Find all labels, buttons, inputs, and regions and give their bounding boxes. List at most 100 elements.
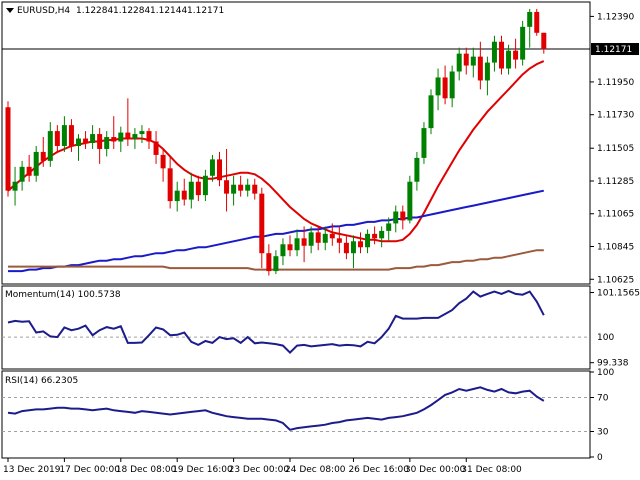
candle	[139, 125, 145, 143]
rsi-axis: 100 70 30 0	[590, 368, 614, 463]
candle-body	[174, 190, 180, 202]
price-high-value: 1.12284	[113, 6, 150, 16]
candle-body	[231, 184, 237, 194]
candle-body	[76, 138, 81, 146]
candle	[358, 232, 363, 254]
candle-body	[217, 159, 222, 181]
candle-body	[83, 138, 89, 143]
candle-body	[146, 131, 152, 142]
candle	[61, 116, 67, 152]
candle-body	[266, 253, 272, 272]
candle	[421, 122, 427, 164]
price-axis: 1.10625 1.10845 1.11065 1.11285 1.11505 1.117…	[590, 12, 639, 285]
momentum-axis: 101.1565 99.338 100	[590, 289, 640, 369]
candle-body	[435, 77, 441, 96]
momentum-panel-frame	[1, 285, 591, 370]
candle	[393, 205, 399, 233]
time-tick-label: 23 Dec 00:00	[229, 465, 290, 475]
candle-body	[513, 50, 519, 60]
candle	[259, 187, 265, 269]
candle-body	[400, 211, 406, 221]
candle	[118, 126, 124, 152]
candle	[153, 131, 159, 164]
moving-average-line-2	[8, 189, 544, 273]
momentum-tick-label: 101.1565	[597, 289, 640, 299]
candle-body	[181, 190, 187, 200]
candle-body	[470, 56, 476, 66]
candle-body	[153, 141, 159, 155]
candle	[252, 178, 258, 200]
candle	[491, 35, 497, 72]
momentum-title: Momentum(14) 100.5738	[5, 290, 121, 300]
candle-body	[195, 181, 201, 196]
candle	[506, 44, 512, 75]
collapse-triangle-icon[interactable]	[6, 8, 14, 13]
price-tick-label: 1.10625	[597, 275, 634, 285]
time-tick-label: 18 Dec 08:00	[116, 465, 177, 475]
candle	[470, 47, 476, 78]
candle-body	[428, 95, 434, 129]
candle-body	[336, 238, 342, 243]
candle	[26, 154, 32, 182]
candle-body	[527, 11, 533, 27]
candle-body	[245, 184, 251, 191]
price-panel[interactable]: EURUSD,H4 1.12284 1.12284 1.12144 1.1217…	[1, 1, 591, 285]
candle-body	[442, 77, 448, 99]
candle	[414, 151, 420, 191]
candle	[513, 38, 519, 69]
candle-body	[19, 166, 25, 182]
candle	[47, 122, 53, 167]
rsi-tick-label: 30	[597, 428, 609, 438]
candle	[97, 128, 103, 164]
rsi-panel-frame	[1, 370, 591, 459]
current-price-label: 1.12171	[595, 45, 632, 55]
candle-body	[90, 134, 96, 143]
time-tick-label: 19 Dec 16:00	[172, 465, 233, 475]
candle-body	[350, 241, 356, 254]
candle	[174, 181, 180, 212]
candle	[19, 160, 25, 191]
price-open-value: 1.12284	[76, 6, 113, 16]
candle	[146, 128, 152, 149]
candle	[231, 175, 237, 206]
candle-body	[343, 242, 349, 254]
candle-body	[280, 244, 286, 257]
momentum-panel[interactable]: Momentum(14) 100.5738	[1, 285, 591, 370]
candle-body	[407, 181, 413, 221]
candle	[160, 148, 166, 182]
candle	[217, 151, 222, 187]
price-tick-label: 1.11730	[597, 111, 634, 121]
candle	[40, 137, 46, 167]
candle	[372, 226, 378, 245]
candle	[527, 8, 533, 48]
candle-body	[379, 230, 385, 239]
rsi-panel[interactable]: RSI(14) 66.2305	[1, 370, 591, 459]
candle-body	[61, 125, 67, 146]
candle	[90, 125, 96, 149]
candle	[68, 119, 74, 152]
candle-body	[393, 211, 399, 224]
price-tick-label: 1.11950	[597, 78, 634, 88]
candle	[456, 47, 462, 81]
candle	[407, 175, 413, 224]
candle	[315, 226, 321, 251]
candle	[104, 131, 110, 157]
candle-body	[132, 134, 138, 139]
price-low-value: 1.12144	[150, 6, 187, 16]
candle	[534, 8, 540, 36]
candle-body	[104, 137, 110, 149]
candle	[435, 68, 441, 111]
candle-body	[301, 238, 307, 246]
candle-body	[5, 107, 11, 191]
candle	[294, 229, 300, 257]
candle-body	[358, 241, 363, 248]
candle-body	[209, 159, 215, 176]
candle	[76, 134, 81, 161]
candle-body	[308, 232, 314, 246]
time-tick-label: 17 Dec 00:00	[59, 465, 120, 475]
time-tick-label: 31 Dec 08:00	[461, 465, 522, 475]
candle	[287, 235, 293, 257]
candle	[266, 244, 272, 276]
